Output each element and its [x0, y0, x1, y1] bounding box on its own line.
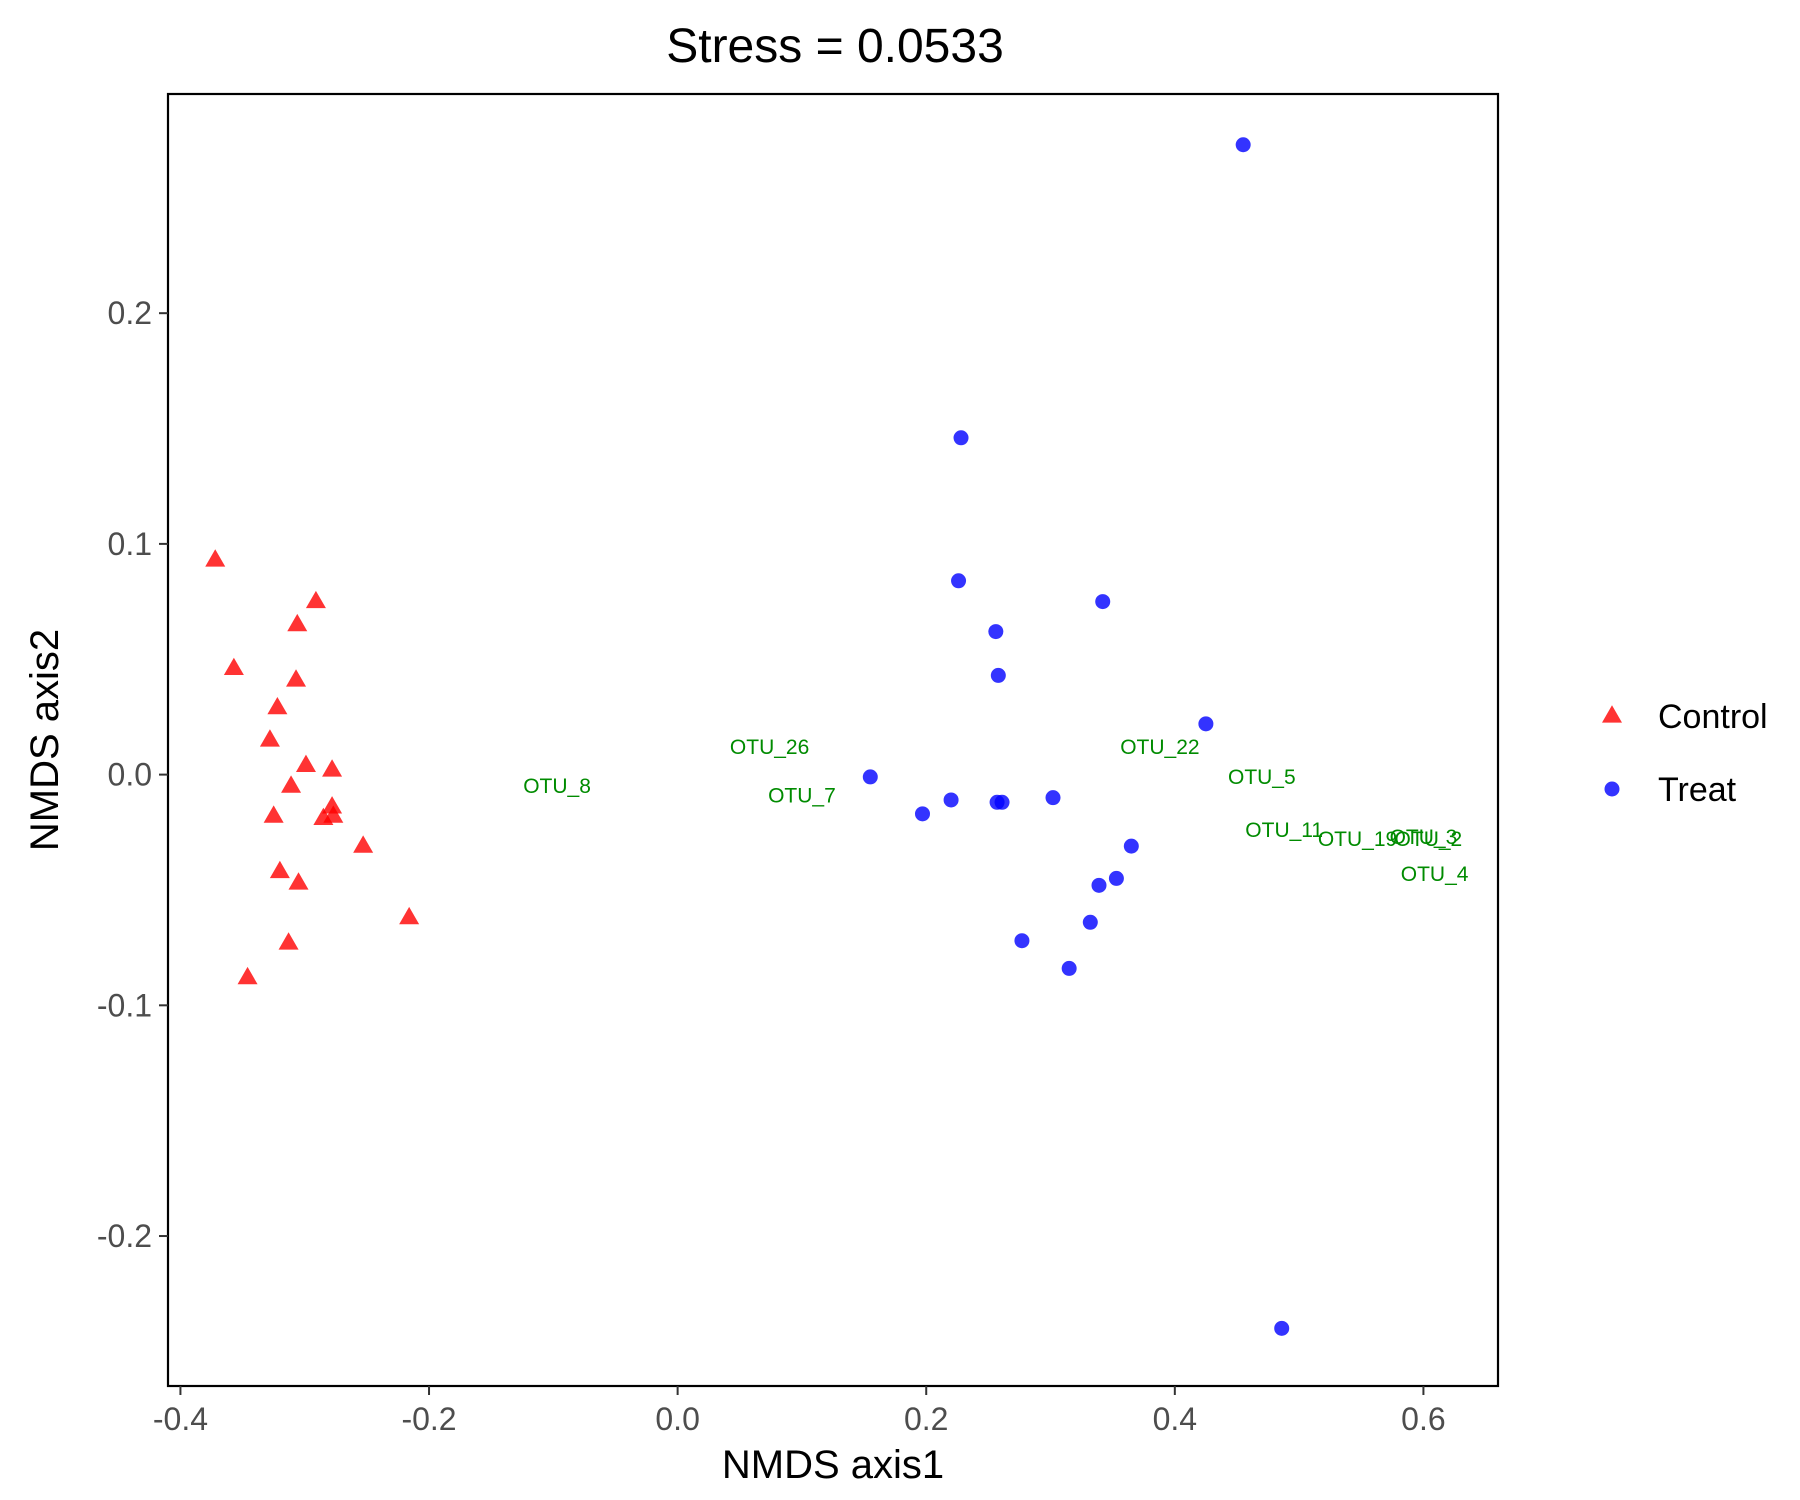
chart-title: Stress = 0.0533 [666, 20, 1004, 73]
otu-label: OTU_19 [1318, 828, 1397, 851]
control-point [205, 549, 226, 567]
treat-point [862, 769, 878, 785]
otu-label: OTU_7 [768, 784, 836, 807]
legend-label: Control [1658, 698, 1768, 736]
control-point [237, 966, 258, 985]
otu-label: OTU_4 [1401, 863, 1469, 886]
treat-point [1108, 870, 1124, 886]
y-tick-label: 0.1 [108, 526, 152, 562]
otu-label: OTU_26 [730, 736, 809, 759]
treat-point [1082, 914, 1098, 930]
otu-label: OTU_22 [1120, 736, 1199, 759]
treat-point [1274, 1320, 1290, 1336]
otu-labels: OTU_8 OTU_26 OTU_7 OTU_22 OTU_5 OTU_11OTU_19O… [523, 736, 1469, 886]
control-point [259, 729, 280, 747]
control-point [288, 872, 309, 890]
control-point [322, 796, 343, 814]
treat-point [1123, 838, 1139, 854]
treat-point [1014, 933, 1030, 949]
treat-point [1091, 877, 1107, 893]
treat-point [1045, 790, 1061, 806]
x-axis: -0.4 -0.2 0.0 0.2 0.4 0.6 [153, 1386, 1446, 1437]
plot-panel [166, 92, 1500, 1388]
control-point [286, 669, 307, 687]
treat-point [914, 806, 930, 822]
treat-point [951, 573, 967, 589]
control-point [269, 860, 290, 879]
otu-label: OTU_5 [1228, 766, 1296, 789]
treat-point [988, 624, 1004, 640]
y-axis-label: NMDS axis2 [23, 629, 67, 851]
x-tick-label: 0.2 [904, 1401, 948, 1437]
control-point [287, 613, 308, 632]
otu-label: OTU_3 [1390, 826, 1458, 849]
legend-key-control [1602, 705, 1622, 723]
control-point [323, 805, 344, 823]
treat-point [1061, 960, 1077, 976]
treat-point [990, 667, 1006, 683]
control-point [278, 932, 299, 950]
treat-point [1095, 594, 1111, 610]
data-points [205, 137, 1290, 1336]
x-tick-label: 0.4 [1153, 1401, 1197, 1437]
control-point [295, 754, 316, 772]
treat-point [1198, 716, 1214, 732]
control-point [399, 906, 420, 925]
otu-label: OTU_8 [523, 775, 591, 798]
x-tick-label: -0.4 [153, 1401, 208, 1437]
legend: Control Treat [1602, 698, 1768, 809]
legend-key-treat [1604, 781, 1620, 797]
y-tick-label: -0.2 [97, 1218, 152, 1254]
treat-point [953, 430, 969, 446]
legend-label: Treat [1658, 771, 1737, 809]
control-point [263, 805, 284, 823]
treat-point [1235, 137, 1251, 153]
control-point [322, 759, 343, 777]
x-tick-label: 0.6 [1401, 1401, 1445, 1437]
x-axis-label: NMDS axis1 [722, 1443, 944, 1487]
control-point [223, 657, 244, 676]
y-tick-label: -0.1 [97, 987, 152, 1023]
y-tick-label: 0.2 [108, 295, 152, 331]
otu-label: OTU_2 [1395, 828, 1463, 851]
control-point [281, 775, 302, 793]
x-tick-label: -0.2 [401, 1401, 456, 1437]
y-tick-label: 0.0 [108, 757, 152, 793]
control-point [353, 835, 374, 853]
x-tick-label: 0.0 [655, 1401, 699, 1437]
treat-point [994, 794, 1010, 810]
control-point [305, 590, 326, 609]
plot-border [166, 92, 1500, 1388]
treat-point [943, 792, 959, 808]
otu-label: OTU_11 [1245, 819, 1323, 842]
y-axis: -0.2 -0.1 0.0 0.1 0.2 [97, 295, 168, 1254]
control-point [267, 696, 288, 715]
